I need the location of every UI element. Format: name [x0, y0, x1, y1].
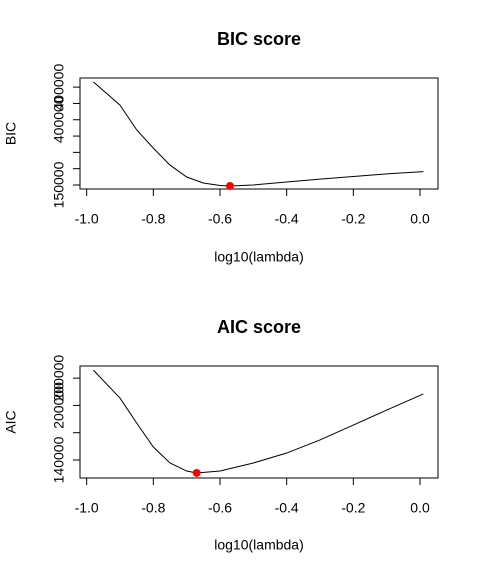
- chart-title: AIC score: [217, 317, 301, 337]
- line: [92, 369, 424, 474]
- x-tick-label: 0.0: [410, 500, 430, 516]
- x-tick-label: -1.0: [75, 500, 99, 516]
- plot-frame: [79, 77, 439, 190]
- x-axis-label: log10(lambda): [214, 537, 304, 553]
- y-tick-label: 200000: [51, 382, 67, 429]
- x-tick-label: -0.2: [341, 211, 365, 227]
- x-tick-label: 0.0: [410, 211, 430, 227]
- y-tick-label: 200000: [51, 355, 67, 402]
- x-tick-label: -0.4: [275, 211, 299, 227]
- line: [93, 81, 424, 187]
- x-tick-label: -0.4: [275, 500, 299, 516]
- highlight-point: [226, 181, 234, 190]
- y-axis-label: AIC: [3, 410, 19, 433]
- y-tick-label: 140000: [51, 436, 67, 483]
- highlight-point: [192, 468, 201, 477]
- x-tick-label: -1.0: [75, 211, 99, 227]
- x-tick-label: -0.2: [341, 500, 365, 516]
- x-tick-label: -0.6: [208, 211, 232, 227]
- y-axis-label: BIC: [3, 122, 19, 145]
- x-tick-label: -0.8: [141, 500, 165, 516]
- x-tick-label: -0.6: [208, 500, 232, 516]
- y-tick-label: 150000: [51, 161, 67, 208]
- y-tick-label: 400000: [51, 96, 67, 143]
- x-tick-label: -0.8: [141, 211, 165, 227]
- chart-title: BIC score: [217, 29, 301, 49]
- y-tick-label: 400000: [51, 64, 67, 111]
- x-axis-label: log10(lambda): [214, 249, 304, 265]
